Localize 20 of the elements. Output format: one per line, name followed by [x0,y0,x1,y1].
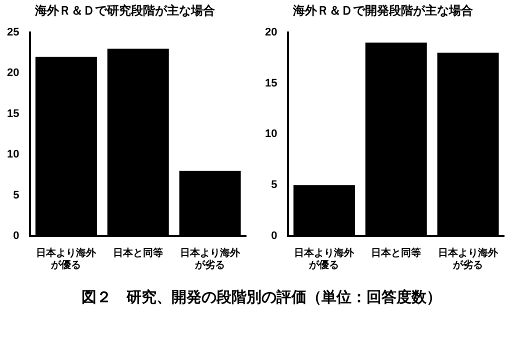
chart-title: 海外Ｒ＆Ｄで開発段階が主な場合 [292,4,474,18]
y-tick-label: 0 [271,230,278,242]
y-tick-label: 20 [6,67,20,80]
y-tick-label: 5 [271,179,278,192]
y-tick-label: 0 [13,230,20,242]
x-tick-label: 日本と同等 [113,246,164,259]
y-tick-label: 25 [6,26,20,38]
y-tick-label: 15 [6,108,20,120]
y-tick-label: 10 [264,128,278,140]
chart-title: 海外Ｒ＆Ｄで研究段階が主な場合 [34,4,216,18]
x-tick-label: 日本より海外が劣る [438,246,500,271]
x-tick-label: 日本より海外が優る [36,246,98,271]
y-tick-label: 15 [264,77,278,90]
y-tick-label: 20 [264,26,278,38]
y-tick-label: 10 [6,148,20,161]
y-tick-label: 5 [13,189,20,202]
x-tick-label: 日本と同等 [371,246,422,259]
caption: 図２ 研究、開発の段階別の評価（単位：回答度数） [80,288,442,307]
x-tick-label: 日本より海外が優る [294,246,356,271]
x-tick-label: 日本より海外が劣る [180,246,242,271]
